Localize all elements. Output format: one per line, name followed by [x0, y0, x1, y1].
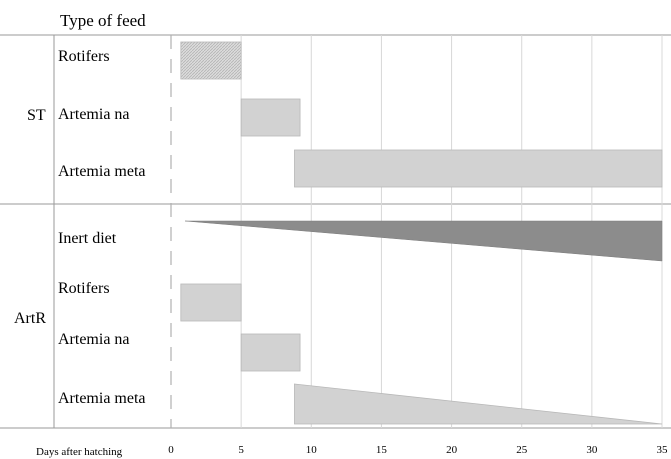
chart-title: Type of feed	[60, 11, 146, 30]
x-axis-ticks: 0 5 10 15 20 25 30 35	[168, 444, 668, 456]
x-tick-25: 25	[516, 444, 528, 456]
feed-label-artr-artemia-meta: Artemia meta	[58, 390, 146, 407]
feed-label-artr-inert-diet: Inert diet	[58, 230, 117, 247]
x-tick-0: 0	[168, 444, 174, 456]
group-label-st: ST	[27, 107, 46, 124]
feed-marks	[180, 41, 663, 425]
feed-mark-artr-artemia-na	[240, 333, 301, 372]
x-tick-15: 15	[376, 444, 388, 456]
feed-mark-artr-artemia-meta	[294, 383, 663, 425]
feed-label-st-rotifers: Rotifers	[58, 48, 110, 65]
x-tick-35: 35	[657, 444, 669, 456]
feed-label-artr-artemia-na: Artemia na	[58, 331, 130, 348]
feed-mark-artr-rotifers	[180, 283, 242, 322]
feed-label-st-artemia-meta: Artemia meta	[58, 163, 146, 180]
feed-label-artr-rotifers: Rotifers	[58, 280, 110, 297]
feed-label-st-artemia-na: Artemia na	[58, 106, 130, 123]
feed-mark-st-artemia-meta	[294, 149, 663, 188]
x-tick-20: 20	[446, 444, 458, 456]
feed-mark-artr-inert-diet	[185, 220, 663, 262]
x-tick-10: 10	[306, 444, 318, 456]
feed-mark-st-artemia-na	[240, 98, 301, 137]
x-tick-30: 30	[586, 444, 598, 456]
x-axis-label: Days after hatching	[36, 446, 123, 458]
x-tick-5: 5	[238, 444, 244, 456]
chart-frame	[0, 34, 671, 429]
feed-mark-st-rotifers	[180, 41, 242, 80]
group-label-artr: ArtR	[14, 310, 46, 327]
